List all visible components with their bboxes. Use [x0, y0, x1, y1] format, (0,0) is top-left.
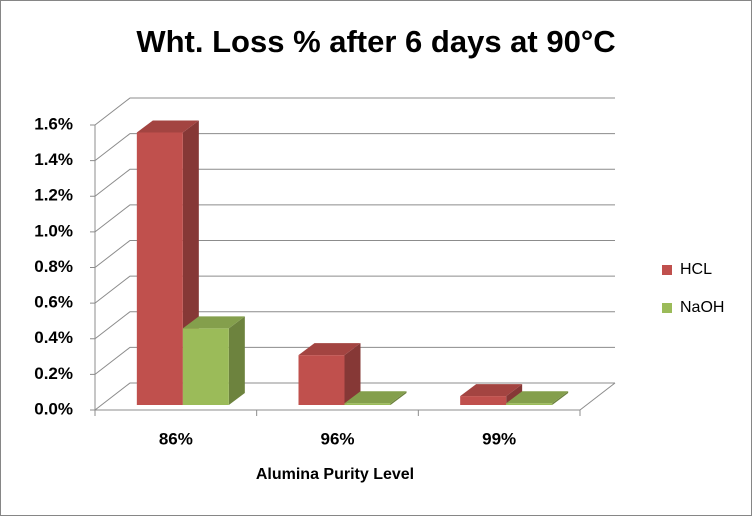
y-tick-label: 1.0% [34, 221, 73, 240]
bar-top [136, 120, 199, 133]
legend-label: NaOH [680, 299, 724, 316]
y-tick-label: 0.6% [34, 293, 73, 312]
bar-top [506, 391, 569, 404]
bar [460, 384, 523, 405]
bar [344, 391, 407, 405]
x-tick-label: 99% [482, 429, 516, 448]
legend-label: HCL [680, 261, 712, 278]
y-tick-label: 1.2% [34, 186, 73, 205]
bar-front [182, 328, 229, 405]
grid-line [94, 382, 615, 411]
grid-line [94, 240, 615, 268]
bar-side [390, 391, 407, 405]
y-tick-label: 0.2% [34, 364, 73, 383]
grid-line [94, 346, 615, 375]
bar [506, 391, 569, 405]
floor-edge [579, 382, 616, 411]
bar-top [298, 343, 361, 356]
y-tick-label: 1.4% [34, 150, 73, 169]
x-tick-label: 86% [159, 429, 193, 448]
bar [298, 343, 361, 405]
bar-top [460, 384, 523, 397]
x-axis-title: Alumina Purity Level [256, 466, 414, 483]
bar-front [344, 403, 391, 405]
bar-top [182, 316, 245, 329]
bar-top [344, 391, 407, 404]
legend-swatch [662, 265, 672, 275]
bar-side [506, 384, 523, 405]
bar-side [228, 316, 245, 405]
y-tick-label: 0.0% [34, 399, 73, 418]
bar [182, 316, 245, 405]
grid-line [94, 204, 615, 233]
y-tick-label: 0.4% [34, 328, 73, 347]
grid-line [94, 311, 615, 340]
y-tick-label: 0.8% [34, 257, 73, 276]
bar-side [344, 343, 361, 405]
bar-side [552, 391, 569, 405]
bar-front [136, 132, 183, 405]
grid-line [94, 275, 615, 304]
legend-swatch [662, 303, 672, 313]
y-tick-label: 1.6% [34, 114, 73, 133]
chart-title: Wht. Loss % after 6 days at 90°C [136, 24, 615, 59]
x-tick-label: 96% [320, 429, 354, 448]
bar-front [460, 396, 507, 405]
grid-line [94, 133, 615, 162]
bar-front [298, 355, 345, 405]
grid-line [94, 97, 615, 126]
bar-front [506, 403, 553, 405]
grid-line [94, 168, 615, 197]
